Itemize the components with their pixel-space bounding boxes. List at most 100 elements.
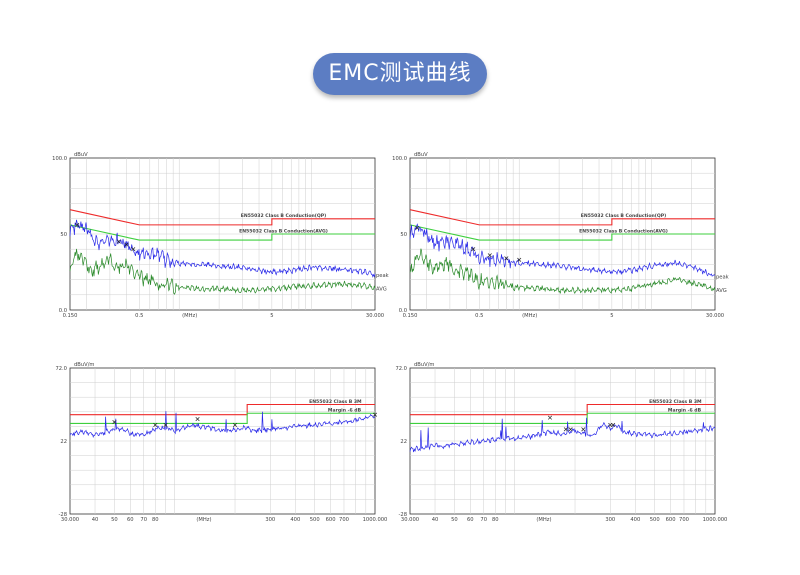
x-tick-label: 60 xyxy=(467,517,474,523)
peak-trace xyxy=(409,223,716,277)
peak-marker xyxy=(563,427,568,432)
peak-marker xyxy=(75,222,80,227)
y-tick-label: 22 xyxy=(60,439,67,445)
limit-label: EN55032 Class B Conduction(AVG) xyxy=(239,228,328,234)
y-tick-label: 0.0 xyxy=(59,308,67,314)
peak-marker xyxy=(163,422,168,427)
peak-marker xyxy=(131,247,136,252)
limit-label: EN55032 Class B 3M xyxy=(309,399,362,405)
y-tick-label: 0.0 xyxy=(399,308,407,314)
y-axis-label: dBuV/m xyxy=(74,362,95,368)
x-tick-label: (MHz) xyxy=(196,517,211,523)
y-tick-label: 50 xyxy=(60,232,67,238)
peak-marker xyxy=(611,422,616,427)
avg-trace xyxy=(409,248,716,294)
chart-conducted-1: 100.0 50 0.0 dBuV 0.150 0.5 (MHz) 5 30.000 EN5503… xyxy=(52,150,389,320)
y-tick-label: 100.0 xyxy=(52,156,67,162)
limit-line-qp xyxy=(409,209,715,226)
x-tick-label: 50 xyxy=(451,517,458,523)
y-axis-label: dBuV xyxy=(414,152,428,158)
x-tick-label: 400 xyxy=(630,517,640,523)
limit-label: Margin -6 dB xyxy=(668,408,702,414)
y-axis-label: dBuV/m xyxy=(414,362,435,368)
chart-radiated-2-svg: 72.0 22 -28 dBuV/m 30.000 40 50 60 70 80 (MHz) 300 4… xyxy=(395,362,727,523)
peak-marker xyxy=(124,242,129,247)
peak-marker xyxy=(195,417,200,422)
x-tick-label: (MHz) xyxy=(522,313,537,319)
x-tick-label: 30.000 xyxy=(401,517,419,523)
x-tick-label: 5 xyxy=(270,313,273,319)
y-axis-label: dBuV xyxy=(74,152,88,158)
y-tick-label: 22 xyxy=(400,439,407,445)
y-tick-label: -28 xyxy=(59,512,67,518)
chart-radiated-2: 72.0 22 -28 dBuV/m 30.000 40 50 60 70 80 (MHz) 300 4… xyxy=(392,362,727,527)
x-tick-label: 60 xyxy=(127,517,134,523)
peak-marker xyxy=(116,239,121,244)
x-tick-label: 0.150 xyxy=(63,313,78,319)
x-tick-label: 0.5 xyxy=(475,313,483,319)
peak-marker xyxy=(232,422,238,427)
x-tick-label: 500 xyxy=(650,517,660,523)
x-tick-label: 400 xyxy=(290,517,300,523)
peak-marker xyxy=(471,247,476,252)
limit-line-qp xyxy=(410,403,715,416)
x-tick-label: 70 xyxy=(480,517,487,523)
x-tick-label: 0.5 xyxy=(135,313,143,319)
peak-trace xyxy=(409,417,716,453)
x-tick-label: (MHz) xyxy=(536,517,551,523)
x-tick-label: 30.000 xyxy=(61,517,79,523)
limit-line-avg xyxy=(70,412,375,425)
limit-label: EN55032 Class B 3M xyxy=(649,399,702,405)
limit-label: EN55032 Class B Conduction(AVG) xyxy=(579,228,668,234)
peak-marker xyxy=(153,422,158,427)
x-tick-label: 80 xyxy=(492,517,499,523)
x-tick-label: (MHz) xyxy=(182,313,197,319)
peak-marker xyxy=(415,225,420,230)
x-tick-label: 300 xyxy=(605,517,615,523)
peak-trace xyxy=(69,411,376,438)
peak-marker xyxy=(517,257,522,262)
x-tick-label: 5 xyxy=(610,313,613,319)
chart-radiated-1: 72.0 22 -28 dBuV/m 30.000 40 50 60 70 80 (MHz) 300 4… xyxy=(52,362,387,527)
limit-label: Margin -6 dB xyxy=(328,408,362,414)
peak-marker xyxy=(487,253,492,258)
limit-line-avg xyxy=(410,412,715,425)
y-tick-label: -28 xyxy=(399,512,407,518)
x-tick-label: 80 xyxy=(152,517,159,523)
series-end-label: peak xyxy=(716,275,729,281)
y-tick-label: 72.0 xyxy=(395,366,407,372)
limit-line-avg xyxy=(409,224,715,241)
x-tick-label: 70 xyxy=(140,517,147,523)
limit-label: EN55032 Class B Conduction(QP) xyxy=(581,213,667,219)
x-tick-label: 0.150 xyxy=(403,313,418,319)
peak-trace xyxy=(69,219,376,278)
page-title: EMC测试曲线 xyxy=(313,53,487,95)
x-tick-label: 700 xyxy=(339,517,349,523)
y-tick-label: 50 xyxy=(400,232,407,238)
peak-marker xyxy=(372,412,378,417)
peak-marker xyxy=(112,419,117,425)
x-tick-label: 1000.000 xyxy=(363,517,388,523)
avg-trace xyxy=(69,248,376,295)
x-tick-label: 30.000 xyxy=(706,313,724,319)
peak-marker xyxy=(581,427,586,432)
limit-line-avg xyxy=(69,224,375,241)
series-end-label: AVG xyxy=(716,288,727,294)
limit-label: EN55032 Class B Conduction(QP) xyxy=(241,213,327,219)
limit-line-qp xyxy=(69,209,375,226)
limit-line-qp xyxy=(70,403,375,416)
series-end-label: AVG xyxy=(376,287,387,293)
x-tick-label: 40 xyxy=(432,517,439,523)
peak-marker xyxy=(504,256,509,261)
y-tick-label: 72.0 xyxy=(55,366,67,372)
x-tick-label: 700 xyxy=(679,517,689,523)
chart-conducted-2: 100.0 50 0.0 dBuV 0.150 0.5 (MHz) 5 30.000 EN5503… xyxy=(392,150,729,320)
x-tick-label: 500 xyxy=(310,517,320,523)
chart-radiated-1-svg: 72.0 22 -28 dBuV/m 30.000 40 50 60 70 80 (MHz) 300 4… xyxy=(55,362,387,523)
chart-conducted-1-svg: 100.0 50 0.0 dBuV 0.150 0.5 (MHz) 5 30.000 EN5503… xyxy=(52,152,389,319)
x-tick-label: 30.000 xyxy=(366,313,384,319)
x-tick-label: 1000.000 xyxy=(703,517,728,523)
peak-marker xyxy=(568,427,573,432)
y-tick-label: 100.0 xyxy=(392,156,407,162)
x-tick-label: 600 xyxy=(326,517,336,523)
